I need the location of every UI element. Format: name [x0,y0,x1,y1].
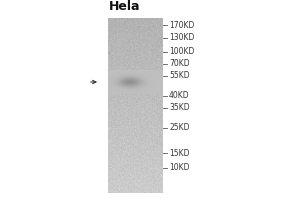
Text: 170KD: 170KD [169,21,194,29]
Text: 25KD: 25KD [169,123,190,132]
Text: 35KD: 35KD [169,104,190,112]
Text: Hela: Hela [109,0,140,13]
Text: 70KD: 70KD [169,60,190,68]
Text: 100KD: 100KD [169,47,194,56]
Text: 130KD: 130KD [169,33,194,43]
Text: 10KD: 10KD [169,164,190,172]
Text: 40KD: 40KD [169,92,190,100]
Text: 15KD: 15KD [169,148,190,158]
Text: 55KD: 55KD [169,72,190,80]
